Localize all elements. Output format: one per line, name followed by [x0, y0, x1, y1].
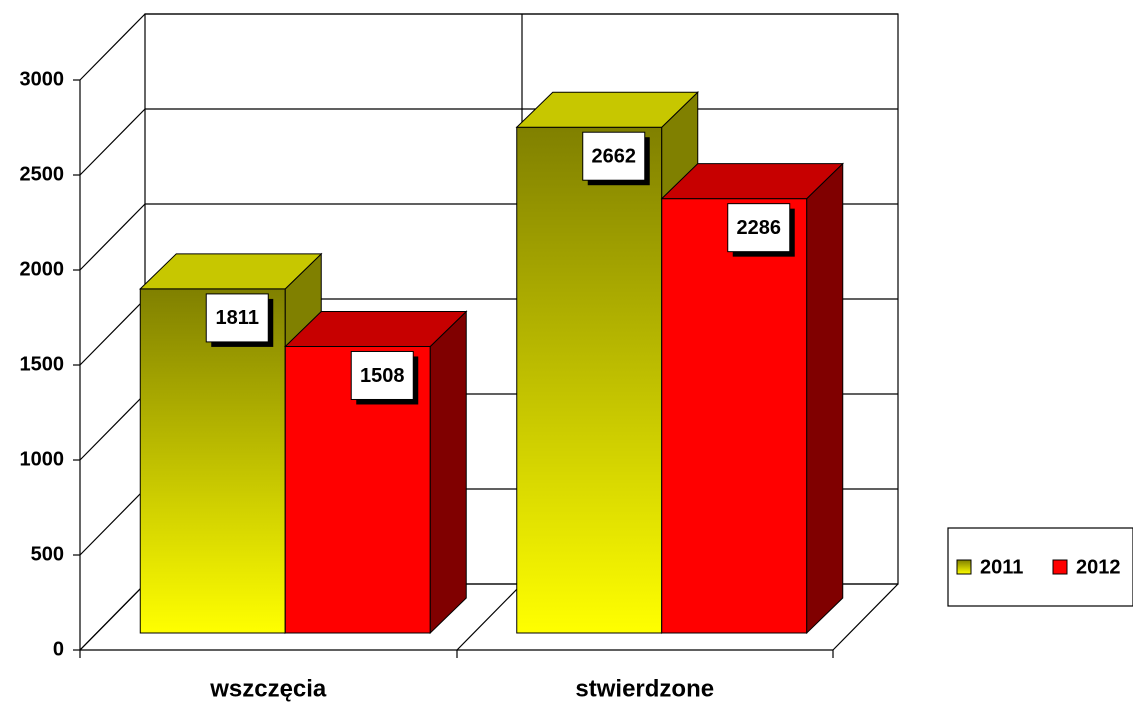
bar-top [139, 253, 323, 290]
grid-line-side [79, 203, 146, 271]
value-label: 1811 [216, 307, 259, 329]
grid-line-side [79, 13, 146, 81]
legend-swatch [1052, 559, 1068, 575]
grid-line-side [79, 298, 146, 366]
y-tick-label: 1500 [20, 353, 65, 375]
legend-label: 2012 [1076, 556, 1121, 578]
bar-side [429, 310, 467, 635]
x-tick-label: wszczęcia [209, 675, 327, 702]
value-label-box [350, 350, 414, 400]
grid-line-side [79, 583, 146, 651]
grid-line-side [79, 488, 146, 556]
grid-line-side [79, 108, 146, 176]
grid-line-side [79, 393, 146, 461]
value-label-box [727, 203, 791, 253]
bar-top [660, 163, 844, 200]
legend-swatch [956, 559, 972, 575]
y-tick-label: 2000 [20, 258, 65, 280]
legend-label: 2011 [980, 556, 1023, 578]
y-tick-label: 1000 [20, 448, 65, 470]
x-tick-label: stwierdzone [575, 675, 714, 702]
floor-right [832, 583, 899, 651]
y-tick-label: 2500 [20, 163, 65, 185]
legend-box [947, 527, 1133, 607]
y-tick-label: 3000 [20, 68, 65, 90]
bar-side [806, 162, 844, 635]
floor-divider [456, 583, 523, 651]
bar [284, 310, 468, 635]
value-label-box [205, 293, 269, 343]
bar-top [515, 91, 699, 128]
value-label-box [582, 131, 646, 181]
value-label: 2286 [737, 217, 782, 239]
bar [660, 162, 844, 635]
bar-front [516, 126, 663, 634]
bar-top [284, 310, 468, 347]
y-tick-label: 500 [31, 543, 64, 565]
bar-front [661, 198, 808, 634]
value-label: 2662 [592, 146, 637, 168]
value-label: 1508 [360, 365, 405, 387]
y-tick-label: 0 [53, 638, 64, 660]
